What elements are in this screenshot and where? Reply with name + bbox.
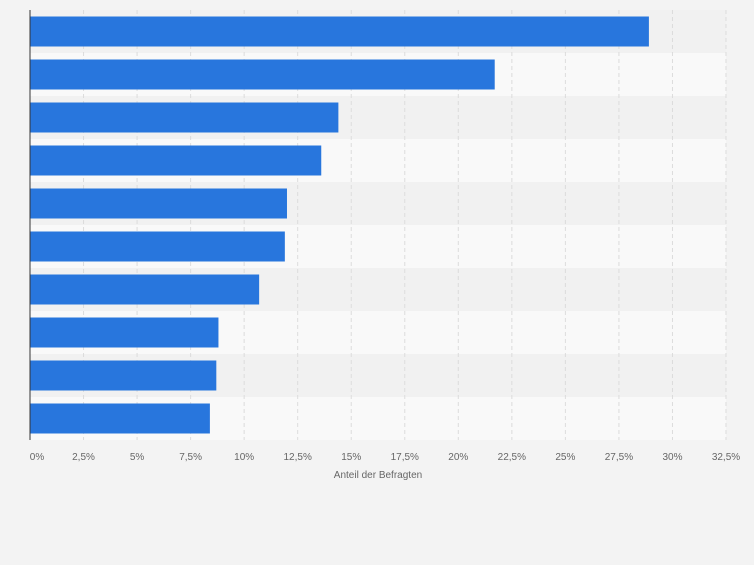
x-tick-label: 2,5% — [72, 452, 95, 463]
bar — [30, 317, 219, 348]
bar — [30, 403, 210, 434]
x-tick-label: 32,5% — [712, 452, 740, 463]
x-tick-label: 7,5% — [179, 452, 202, 463]
bar — [30, 102, 339, 133]
bar — [30, 145, 322, 176]
x-tick-label: 5% — [130, 452, 145, 463]
x-tick-label: 27,5% — [605, 452, 633, 463]
bars — [30, 16, 649, 434]
x-tick-label: 25% — [555, 452, 575, 463]
bar — [30, 59, 495, 90]
bar — [30, 274, 260, 305]
bar — [30, 188, 287, 219]
x-tick-label: 15% — [341, 452, 361, 463]
bar — [30, 16, 649, 47]
x-tick-label: 20% — [448, 452, 468, 463]
x-tick-label: 17,5% — [391, 452, 419, 463]
x-tick-label: 0% — [30, 452, 45, 463]
bar — [30, 360, 217, 391]
x-tick-labels: 0% 2,5% 5% 7,5% 10% 12,5% 15% 17,5% 20% 22,5% 25% 2… — [30, 452, 741, 463]
bar — [30, 231, 285, 262]
x-tick-label: 12,5% — [284, 452, 312, 463]
x-tick-label: 10% — [234, 452, 254, 463]
x-tick-label: 22,5% — [498, 452, 526, 463]
x-axis-title: Anteil der Befragten — [334, 470, 422, 481]
x-tick-label: 30% — [662, 452, 682, 463]
